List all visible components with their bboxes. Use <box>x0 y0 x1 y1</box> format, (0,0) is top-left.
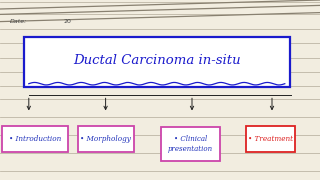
FancyBboxPatch shape <box>2 126 68 152</box>
Text: • Clinical
presentation: • Clinical presentation <box>168 135 213 153</box>
Text: Ductal Carcinoma in-situ: Ductal Carcinoma in-situ <box>73 54 241 67</box>
Text: • Treatment: • Treatment <box>248 135 293 143</box>
Text: • Morphology: • Morphology <box>80 135 131 143</box>
FancyBboxPatch shape <box>77 126 134 152</box>
Text: • Introduction: • Introduction <box>9 135 61 143</box>
FancyBboxPatch shape <box>161 127 220 161</box>
FancyBboxPatch shape <box>24 37 290 87</box>
Text: 20: 20 <box>64 19 72 24</box>
FancyBboxPatch shape <box>246 126 295 152</box>
Text: Date:: Date: <box>10 19 27 24</box>
